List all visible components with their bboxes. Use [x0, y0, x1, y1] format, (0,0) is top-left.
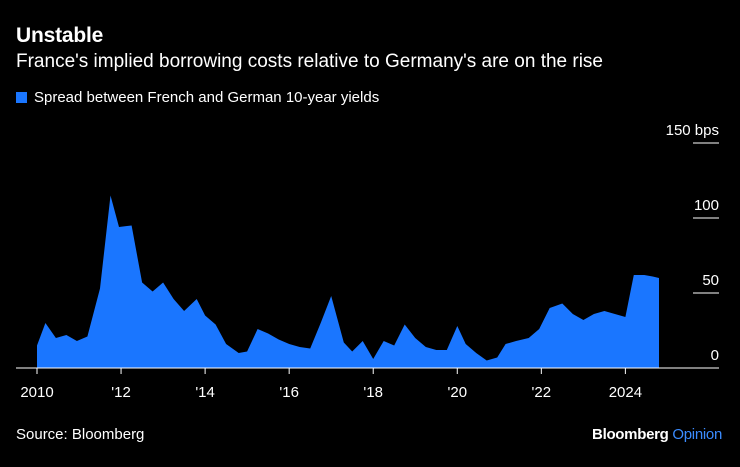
brand-sub: Opinion: [672, 426, 722, 443]
x-axis: 2010 '12 '14 '16 '18 '20 '22 2024: [16, 367, 719, 401]
x-tick-label: '16: [279, 384, 299, 401]
x-tick-label: '12: [111, 384, 131, 401]
x-tick-label: 2024: [609, 384, 642, 401]
plot-area: [37, 195, 659, 368]
source-note: Source: Bloomberg: [16, 426, 145, 443]
x-tick-label: 2010: [20, 384, 53, 401]
brand-main: Bloomberg: [592, 426, 669, 443]
x-tick-label: '20: [447, 384, 467, 401]
legend: Spread between French and German 10-year…: [16, 89, 379, 106]
y-axis: 0 50 100 150 bps: [666, 122, 719, 369]
series-area: [37, 195, 659, 368]
y-tick-label: 0: [711, 347, 719, 364]
legend-label: Spread between French and German 10-year…: [34, 89, 380, 106]
y-tick-label: 50: [702, 272, 719, 289]
x-tick-label: '14: [195, 384, 215, 401]
chart-subtitle: France's implied borrowing costs relativ…: [16, 51, 603, 72]
x-tick-label: '18: [363, 384, 383, 401]
legend-swatch: [16, 92, 27, 103]
y-tick-label: 150 bps: [666, 122, 719, 139]
chart-title: Unstable: [16, 24, 104, 47]
x-tick-label: '22: [532, 384, 552, 401]
y-tick-label: 100: [694, 197, 719, 214]
brand-logo: Bloomberg Opinion: [592, 426, 722, 443]
